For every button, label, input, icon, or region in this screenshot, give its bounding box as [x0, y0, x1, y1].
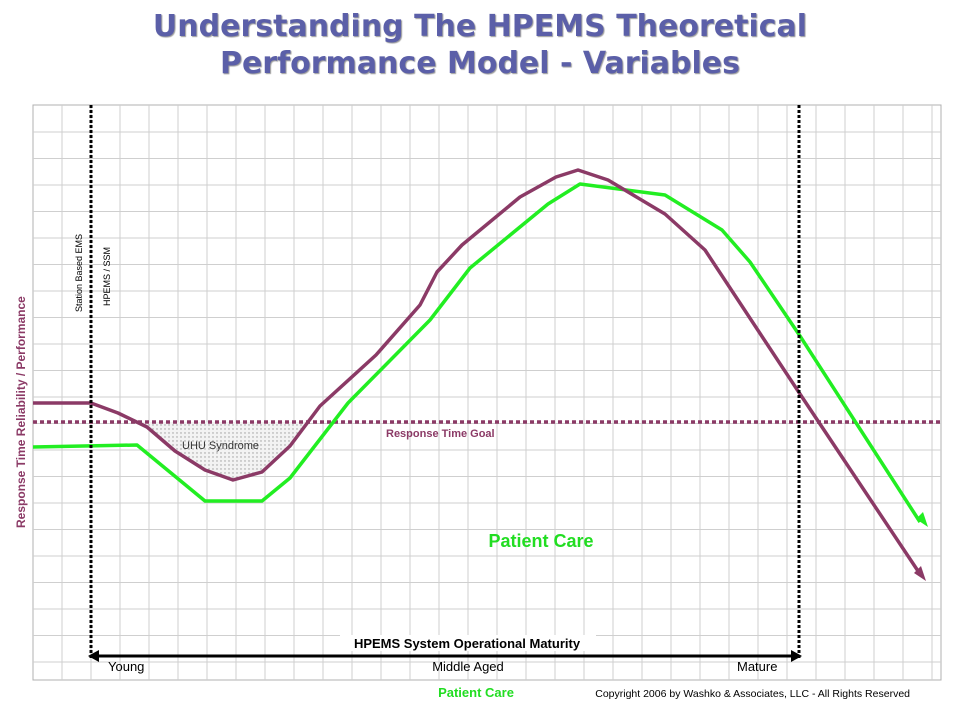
uhu-syndrome-region: [140, 422, 308, 480]
plot-frame: [32, 104, 942, 681]
hpems-ssm-label: HPEMS / SSM: [102, 247, 112, 306]
patient-care-curve: [32, 182, 922, 523]
stage-middle-aged-label: Middle Aged: [432, 659, 504, 674]
grid: [33, 105, 941, 680]
maturity-arrow-right-head: [791, 650, 802, 662]
station-based-ems-label: Station Based EMS: [74, 234, 84, 312]
stage-young-label: Young: [108, 659, 144, 674]
page-title: Understanding The HPEMS Theoretical Perf…: [0, 8, 960, 82]
footer-patient-care-label: Patient Care: [438, 685, 514, 700]
maturity-label: HPEMS System Operational Maturity: [354, 636, 581, 651]
response-time-arrowhead: [914, 566, 926, 581]
title-line-2: Performance Model - Variables: [219, 46, 741, 81]
response-time-curve: [33, 168, 922, 575]
copyright-text: Copyright 2006 by Washko & Associates, L…: [595, 688, 910, 700]
patient-care-arrowhead: [916, 512, 928, 527]
title-line-1: Understanding The HPEMS Theoretical: [152, 9, 808, 44]
stage-mature-label: Mature: [737, 659, 777, 674]
response-time-goal-label: Response Time Goal: [386, 428, 495, 440]
maturity-label-background: [340, 635, 596, 651]
y-axis-label: Response Time Reliability / Performance: [14, 296, 28, 528]
maturity-arrow-left-head: [88, 650, 99, 662]
patient-care-label: Patient Care: [488, 531, 593, 551]
uhu-syndrome-label: UHU Syndrome: [182, 440, 259, 452]
